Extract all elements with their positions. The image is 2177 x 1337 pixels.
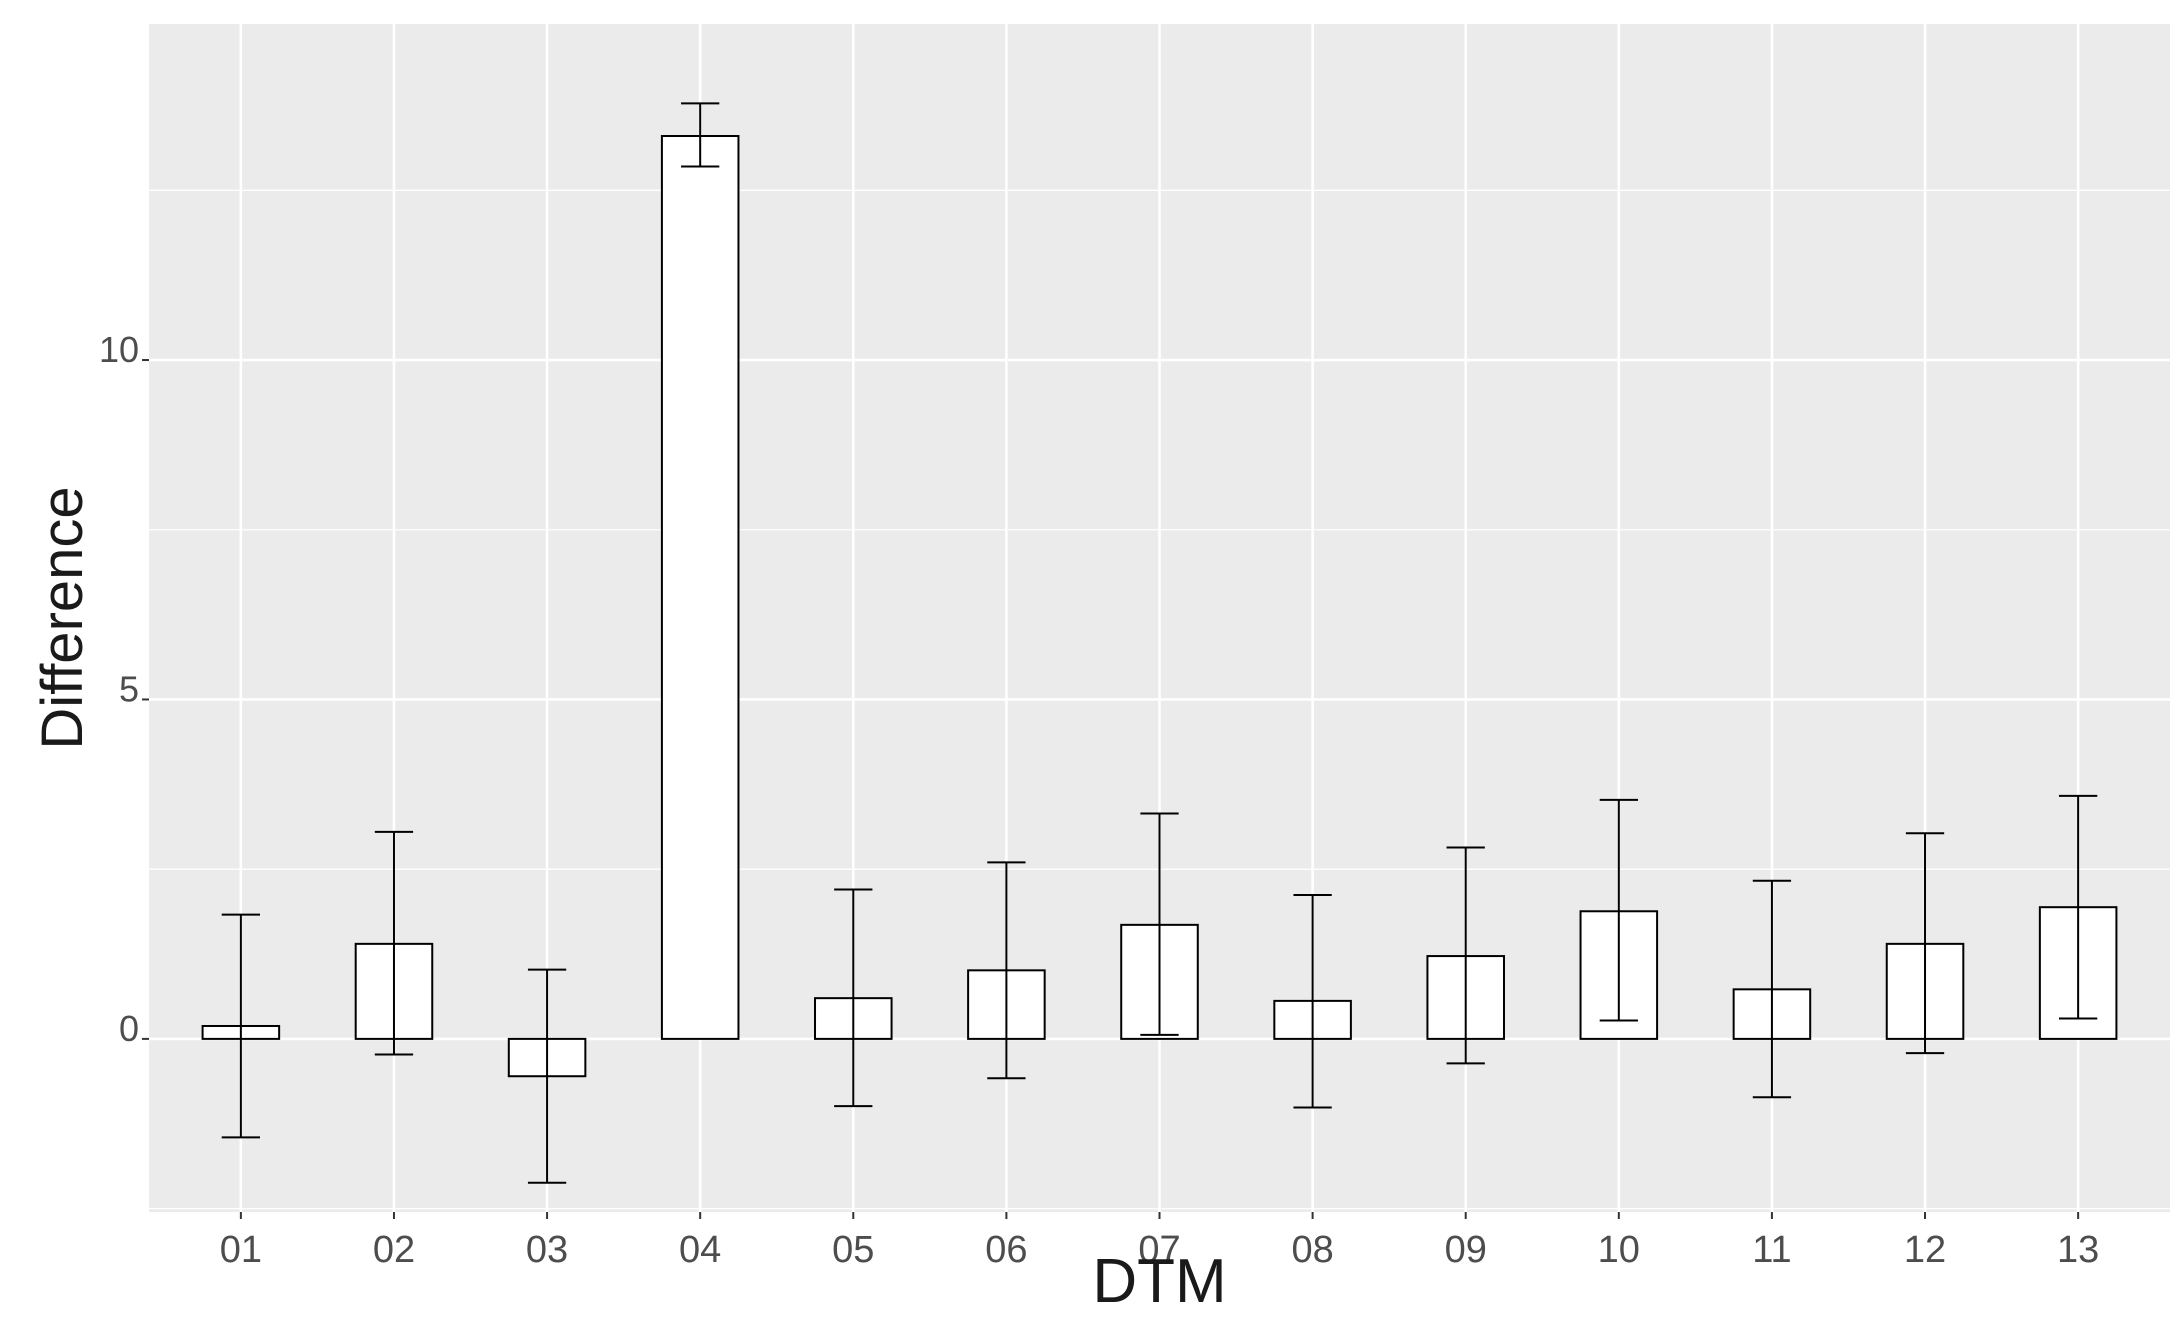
error-bar-11: [1752, 879, 1792, 1099]
error-bar-08: [1293, 893, 1332, 1109]
x-tick-label: 10: [1598, 1229, 1640, 1271]
error-bar-05: [834, 888, 873, 1108]
error-bar-09: [1446, 846, 1485, 1065]
x-tick-label: 01: [220, 1229, 262, 1271]
x-tick-label: 03: [526, 1229, 568, 1271]
y-axis-title: Difference: [30, 486, 95, 749]
error-bar-10: [1599, 798, 1638, 1022]
x-axis: 01 02 03 04 05 06 07 08 09 10 11 12 13: [220, 1212, 2099, 1271]
error-bar-06: [987, 861, 1026, 1080]
error-bar-07: [1140, 812, 1179, 1036]
x-tick-label: 08: [1291, 1229, 1333, 1271]
x-tick-label: 07: [1138, 1229, 1180, 1271]
x-tick-label: 12: [1904, 1229, 1946, 1271]
error-bar-01: [221, 913, 261, 1139]
error-bar-13: [2058, 794, 2098, 1020]
error-bar-03: [527, 968, 567, 1184]
x-tick-label: 11: [1752, 1229, 1791, 1271]
error-bar-12: [1905, 832, 1945, 1055]
x-tick-label: 06: [985, 1229, 1027, 1271]
error-bars: [221, 102, 2098, 1184]
x-tick-label: 02: [373, 1229, 415, 1271]
x-tick-label: 04: [679, 1229, 721, 1271]
error-bar-04: [681, 102, 720, 168]
y-tick-label: 5: [119, 668, 139, 709]
x-tick-label: 05: [832, 1229, 874, 1271]
y-axis: 0 5 10: [99, 329, 149, 1049]
bars: [201, 135, 2118, 1078]
bar-04: [660, 135, 740, 1040]
y-tick-label: 0: [119, 1008, 139, 1049]
error-bar-02: [374, 830, 414, 1056]
y-tick-label: 10: [99, 329, 139, 370]
x-tick-label: 13: [2057, 1229, 2099, 1271]
x-axis-title: DTM: [1092, 1247, 1226, 1316]
x-tick-label: 09: [1445, 1229, 1487, 1271]
